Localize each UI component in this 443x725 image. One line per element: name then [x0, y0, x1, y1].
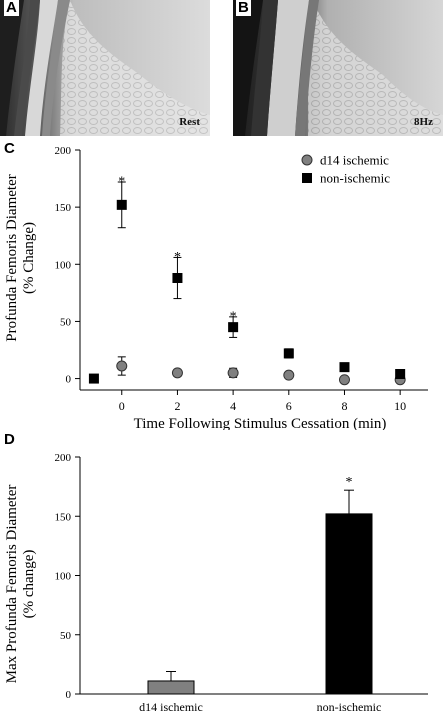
- legend-marker-d14-ischemic: [301, 154, 313, 166]
- image-caption-rest: Rest: [179, 116, 200, 128]
- chart-d-max-diameter: 0 50 100 150 200 d14 ischemic non-ischemic * M…: [4, 452, 428, 714]
- panel-label-c: C: [4, 140, 15, 157]
- bar-d14-ischemic: [147, 680, 195, 695]
- legend-label-d14-ischemic: d14 ischemic: [320, 153, 389, 168]
- y-tick-label: 200: [55, 145, 72, 157]
- significance-asterisk: *: [230, 310, 237, 325]
- data-point-d14-ischemic: [227, 367, 239, 379]
- y-tick-label: 100: [55, 571, 72, 583]
- chart-d-ylabel-line1: Max Profunda Femoris Diameter: [4, 485, 20, 684]
- chart-d-annotations: *: [346, 475, 353, 490]
- data-point-non-ischemic: [228, 322, 239, 333]
- data-point-d14-ischemic: [283, 369, 295, 381]
- data-point-non-ischemic: [116, 199, 127, 210]
- chart-c-xlabel: Time Following Stimulus Cessation (min): [134, 416, 387, 430]
- series-d14-ischemic: [116, 356, 406, 386]
- y-tick-label: 150: [55, 511, 72, 523]
- chart-c-diameter-time: 0 50 100 150 200 0 2 4 6 8 10 * * * d14 ischemic non…: [4, 145, 428, 430]
- significance-asterisk: *: [174, 250, 181, 265]
- data-point-non-ischemic: [395, 369, 406, 379]
- y-tick-label: 150: [55, 202, 72, 214]
- chart-d-axes: [79, 457, 428, 695]
- chart-c-annotations: * * *: [118, 175, 236, 325]
- series-non-ischemic: [88, 181, 406, 384]
- bar-non-ischemic: [325, 513, 373, 695]
- y-tick-label: 0: [66, 689, 72, 701]
- y-tick-label: 50: [60, 630, 72, 642]
- panel-label-d: D: [4, 431, 15, 448]
- y-tick-label: 50: [60, 316, 72, 328]
- data-point-non-ischemic: [339, 362, 350, 373]
- x-tick-label: 10: [394, 399, 406, 413]
- x-tick-label: d14 ischemic: [139, 700, 203, 714]
- chart-c-ylabel-line1: Profunda Femoris Diameter: [4, 174, 20, 341]
- significance-asterisk: *: [346, 475, 353, 490]
- vessel-image-rest: [0, 0, 210, 136]
- x-tick-label: 2: [174, 399, 180, 413]
- micrograph-8hz: B 8Hz: [233, 0, 443, 136]
- data-point-non-ischemic: [283, 348, 294, 359]
- significance-asterisk: *: [118, 175, 125, 190]
- chart-c-ticks: 0 50 100 150 200 0 2 4 6 8 10: [55, 145, 407, 413]
- micrograph-rest: A Rest: [0, 0, 210, 136]
- panel-label-b: B: [236, 0, 251, 16]
- panel-label-a: A: [4, 0, 19, 16]
- data-point-d14-ischemic: [116, 360, 128, 372]
- y-tick-label: 100: [55, 259, 72, 271]
- chart-c-axes: [79, 150, 428, 391]
- image-caption-8hz: 8Hz: [414, 116, 433, 128]
- legend-label-non-ischemic: non-ischemic: [320, 171, 390, 186]
- data-point-non-ischemic: [172, 273, 183, 283]
- data-point-non-ischemic: [88, 373, 99, 384]
- data-point-d14-ischemic: [338, 374, 350, 386]
- x-tick-label: 4: [230, 399, 236, 413]
- chart-d-ylabel-line2: (% change): [21, 550, 37, 619]
- chart-c-legend: d14 ischemic non-ischemic: [301, 153, 390, 186]
- data-point-d14-ischemic: [171, 367, 183, 379]
- chart-d-bars: [147, 489, 373, 695]
- x-tick-label: non-ischemic: [317, 700, 382, 714]
- vessel-image-8hz: [233, 0, 443, 136]
- chart-c-ylabel-line2: (% Change): [21, 222, 37, 294]
- x-tick-label: 8: [341, 399, 347, 413]
- chart-d-ticks: 0 50 100 150 200 d14 ischemic non-ischemic: [55, 452, 382, 714]
- x-tick-label: 6: [286, 399, 292, 413]
- x-tick-label: 0: [119, 399, 125, 413]
- y-tick-label: 200: [55, 452, 72, 464]
- legend-marker-non-ischemic: [302, 173, 312, 183]
- y-tick-label: 0: [66, 374, 72, 386]
